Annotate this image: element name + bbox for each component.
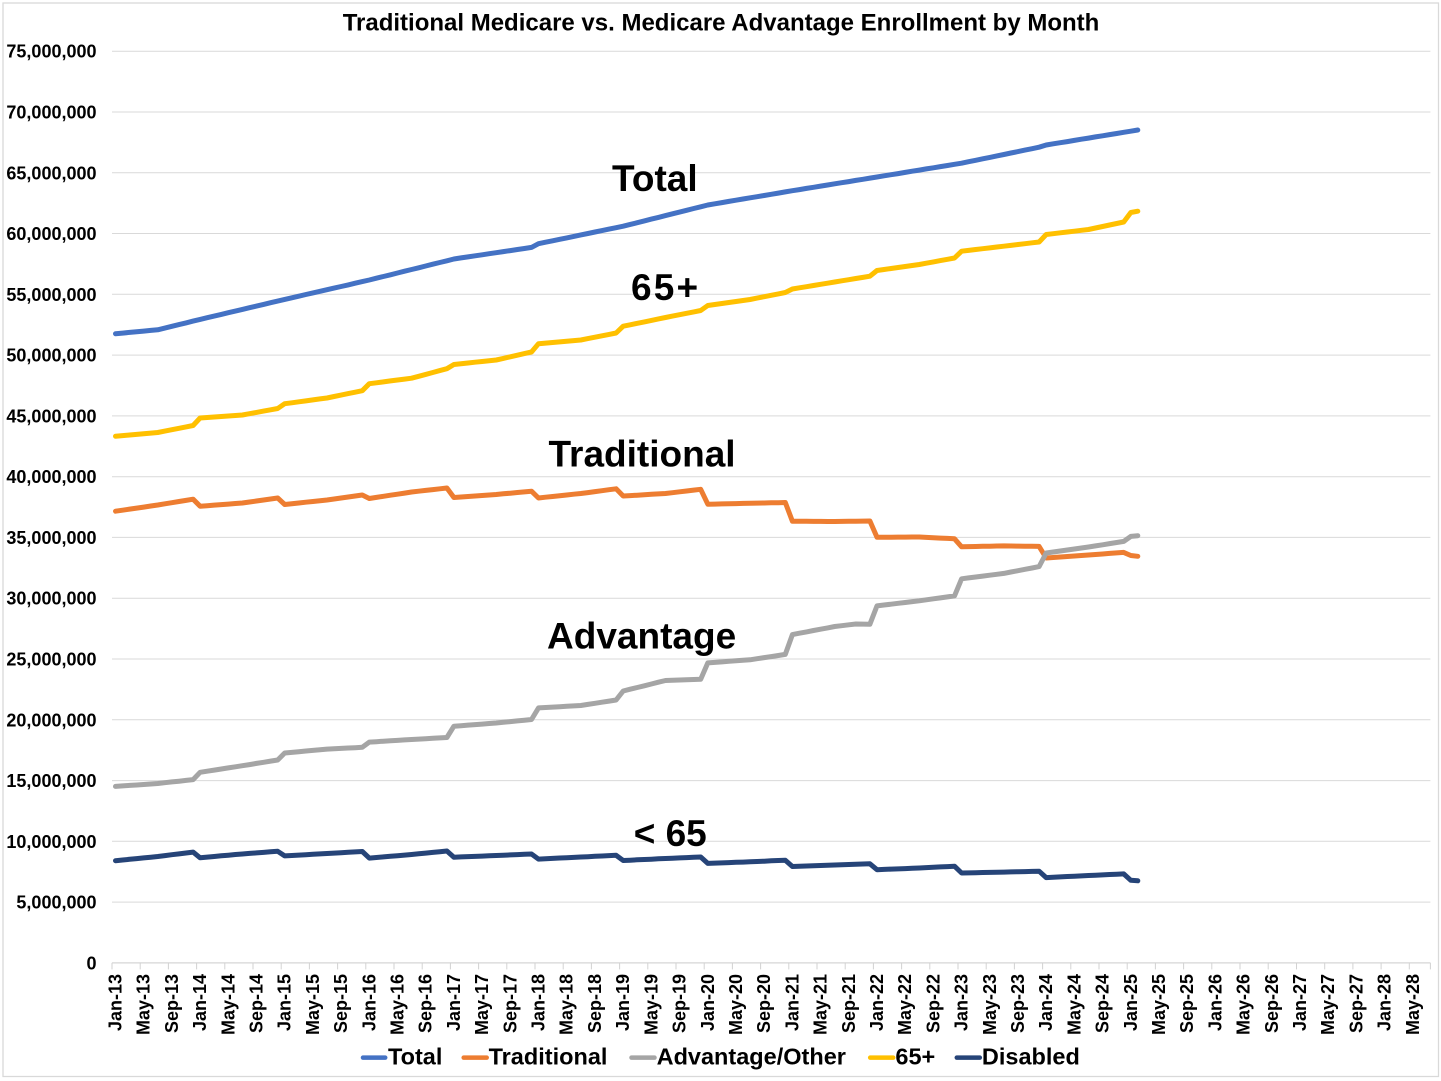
- svg-text:Jan-24: Jan-24: [1036, 974, 1056, 1031]
- svg-text:Sep-21: Sep-21: [839, 974, 859, 1033]
- svg-text:Total: Total: [388, 1043, 442, 1069]
- svg-text:30,000,000: 30,000,000: [6, 589, 96, 609]
- svg-text:Sep-18: Sep-18: [585, 974, 605, 1033]
- svg-text:Sep-15: Sep-15: [331, 974, 351, 1033]
- svg-text:May-24: May-24: [1064, 974, 1084, 1035]
- svg-text:Sep-13: Sep-13: [162, 974, 182, 1033]
- svg-text:70,000,000: 70,000,000: [6, 103, 96, 123]
- svg-text:Sep-14: Sep-14: [247, 974, 267, 1033]
- svg-text:45,000,000: 45,000,000: [6, 406, 96, 426]
- svg-text:Total: Total: [612, 158, 698, 199]
- svg-text:Sep-26: Sep-26: [1262, 974, 1282, 1033]
- svg-text:Jan-20: Jan-20: [698, 974, 718, 1031]
- svg-text:Jan-19: Jan-19: [613, 974, 633, 1031]
- svg-text:10,000,000: 10,000,000: [6, 832, 96, 852]
- svg-text:Traditional: Traditional: [489, 1043, 608, 1069]
- svg-text:Jan-26: Jan-26: [1205, 974, 1225, 1031]
- svg-text:35,000,000: 35,000,000: [6, 528, 96, 548]
- svg-text:50,000,000: 50,000,000: [6, 346, 96, 366]
- svg-text:May-28: May-28: [1403, 974, 1423, 1035]
- svg-text:May-21: May-21: [811, 974, 831, 1035]
- svg-text:65+: 65+: [631, 267, 700, 308]
- svg-text:Jan-25: Jan-25: [1121, 974, 1141, 1031]
- svg-text:May-20: May-20: [726, 974, 746, 1035]
- svg-text:Jan-22: Jan-22: [867, 974, 887, 1031]
- svg-text:75,000,000: 75,000,000: [6, 42, 96, 62]
- svg-text:Sep-17: Sep-17: [500, 974, 520, 1033]
- svg-text:Advantage/Other: Advantage/Other: [657, 1043, 846, 1069]
- svg-text:May-25: May-25: [1149, 974, 1169, 1035]
- svg-text:Jan-14: Jan-14: [190, 974, 210, 1031]
- svg-text:May-22: May-22: [895, 974, 915, 1035]
- svg-text:15,000,000: 15,000,000: [6, 771, 96, 791]
- svg-text:May-15: May-15: [303, 974, 323, 1035]
- svg-text:< 65: < 65: [634, 813, 707, 854]
- svg-text:20,000,000: 20,000,000: [6, 710, 96, 730]
- svg-text:Sep-25: Sep-25: [1177, 974, 1197, 1033]
- svg-text:Jan-18: Jan-18: [529, 974, 549, 1031]
- svg-text:Jan-23: Jan-23: [952, 974, 972, 1031]
- svg-text:May-16: May-16: [388, 974, 408, 1035]
- svg-text:May-17: May-17: [472, 974, 492, 1035]
- svg-text:Sep-24: Sep-24: [1093, 974, 1113, 1033]
- svg-text:May-23: May-23: [980, 974, 1000, 1035]
- svg-text:60,000,000: 60,000,000: [6, 224, 96, 244]
- svg-text:May-19: May-19: [641, 974, 661, 1035]
- svg-text:Traditional Medicare vs. Medic: Traditional Medicare vs. Medicare Advant…: [343, 10, 1100, 37]
- svg-text:25,000,000: 25,000,000: [6, 650, 96, 670]
- svg-text:5,000,000: 5,000,000: [16, 893, 96, 913]
- svg-text:Jan-27: Jan-27: [1290, 974, 1310, 1031]
- svg-text:40,000,000: 40,000,000: [6, 467, 96, 487]
- svg-text:Jan-13: Jan-13: [106, 974, 126, 1031]
- svg-text:55,000,000: 55,000,000: [6, 285, 96, 305]
- svg-text:Advantage: Advantage: [547, 616, 736, 657]
- svg-text:0: 0: [86, 953, 96, 973]
- svg-text:Sep-22: Sep-22: [923, 974, 943, 1033]
- svg-text:May-14: May-14: [218, 974, 238, 1035]
- svg-text:Sep-20: Sep-20: [754, 974, 774, 1033]
- svg-text:Jan-21: Jan-21: [782, 974, 802, 1031]
- svg-text:May-13: May-13: [134, 974, 154, 1035]
- svg-text:Jan-28: Jan-28: [1375, 974, 1395, 1031]
- svg-text:Sep-27: Sep-27: [1346, 974, 1366, 1033]
- svg-text:May-26: May-26: [1234, 974, 1254, 1035]
- svg-text:May-18: May-18: [557, 974, 577, 1035]
- svg-text:Sep-19: Sep-19: [670, 974, 690, 1033]
- svg-text:Traditional: Traditional: [549, 433, 736, 474]
- svg-text:65+: 65+: [895, 1043, 935, 1069]
- svg-text:Jan-16: Jan-16: [359, 974, 379, 1031]
- svg-text:65,000,000: 65,000,000: [6, 163, 96, 183]
- svg-text:Jan-15: Jan-15: [275, 974, 295, 1031]
- svg-text:Disabled: Disabled: [982, 1043, 1080, 1069]
- svg-text:Jan-17: Jan-17: [444, 974, 464, 1031]
- svg-text:Sep-23: Sep-23: [1008, 974, 1028, 1033]
- svg-text:Sep-16: Sep-16: [416, 974, 436, 1033]
- svg-text:May-27: May-27: [1318, 974, 1338, 1035]
